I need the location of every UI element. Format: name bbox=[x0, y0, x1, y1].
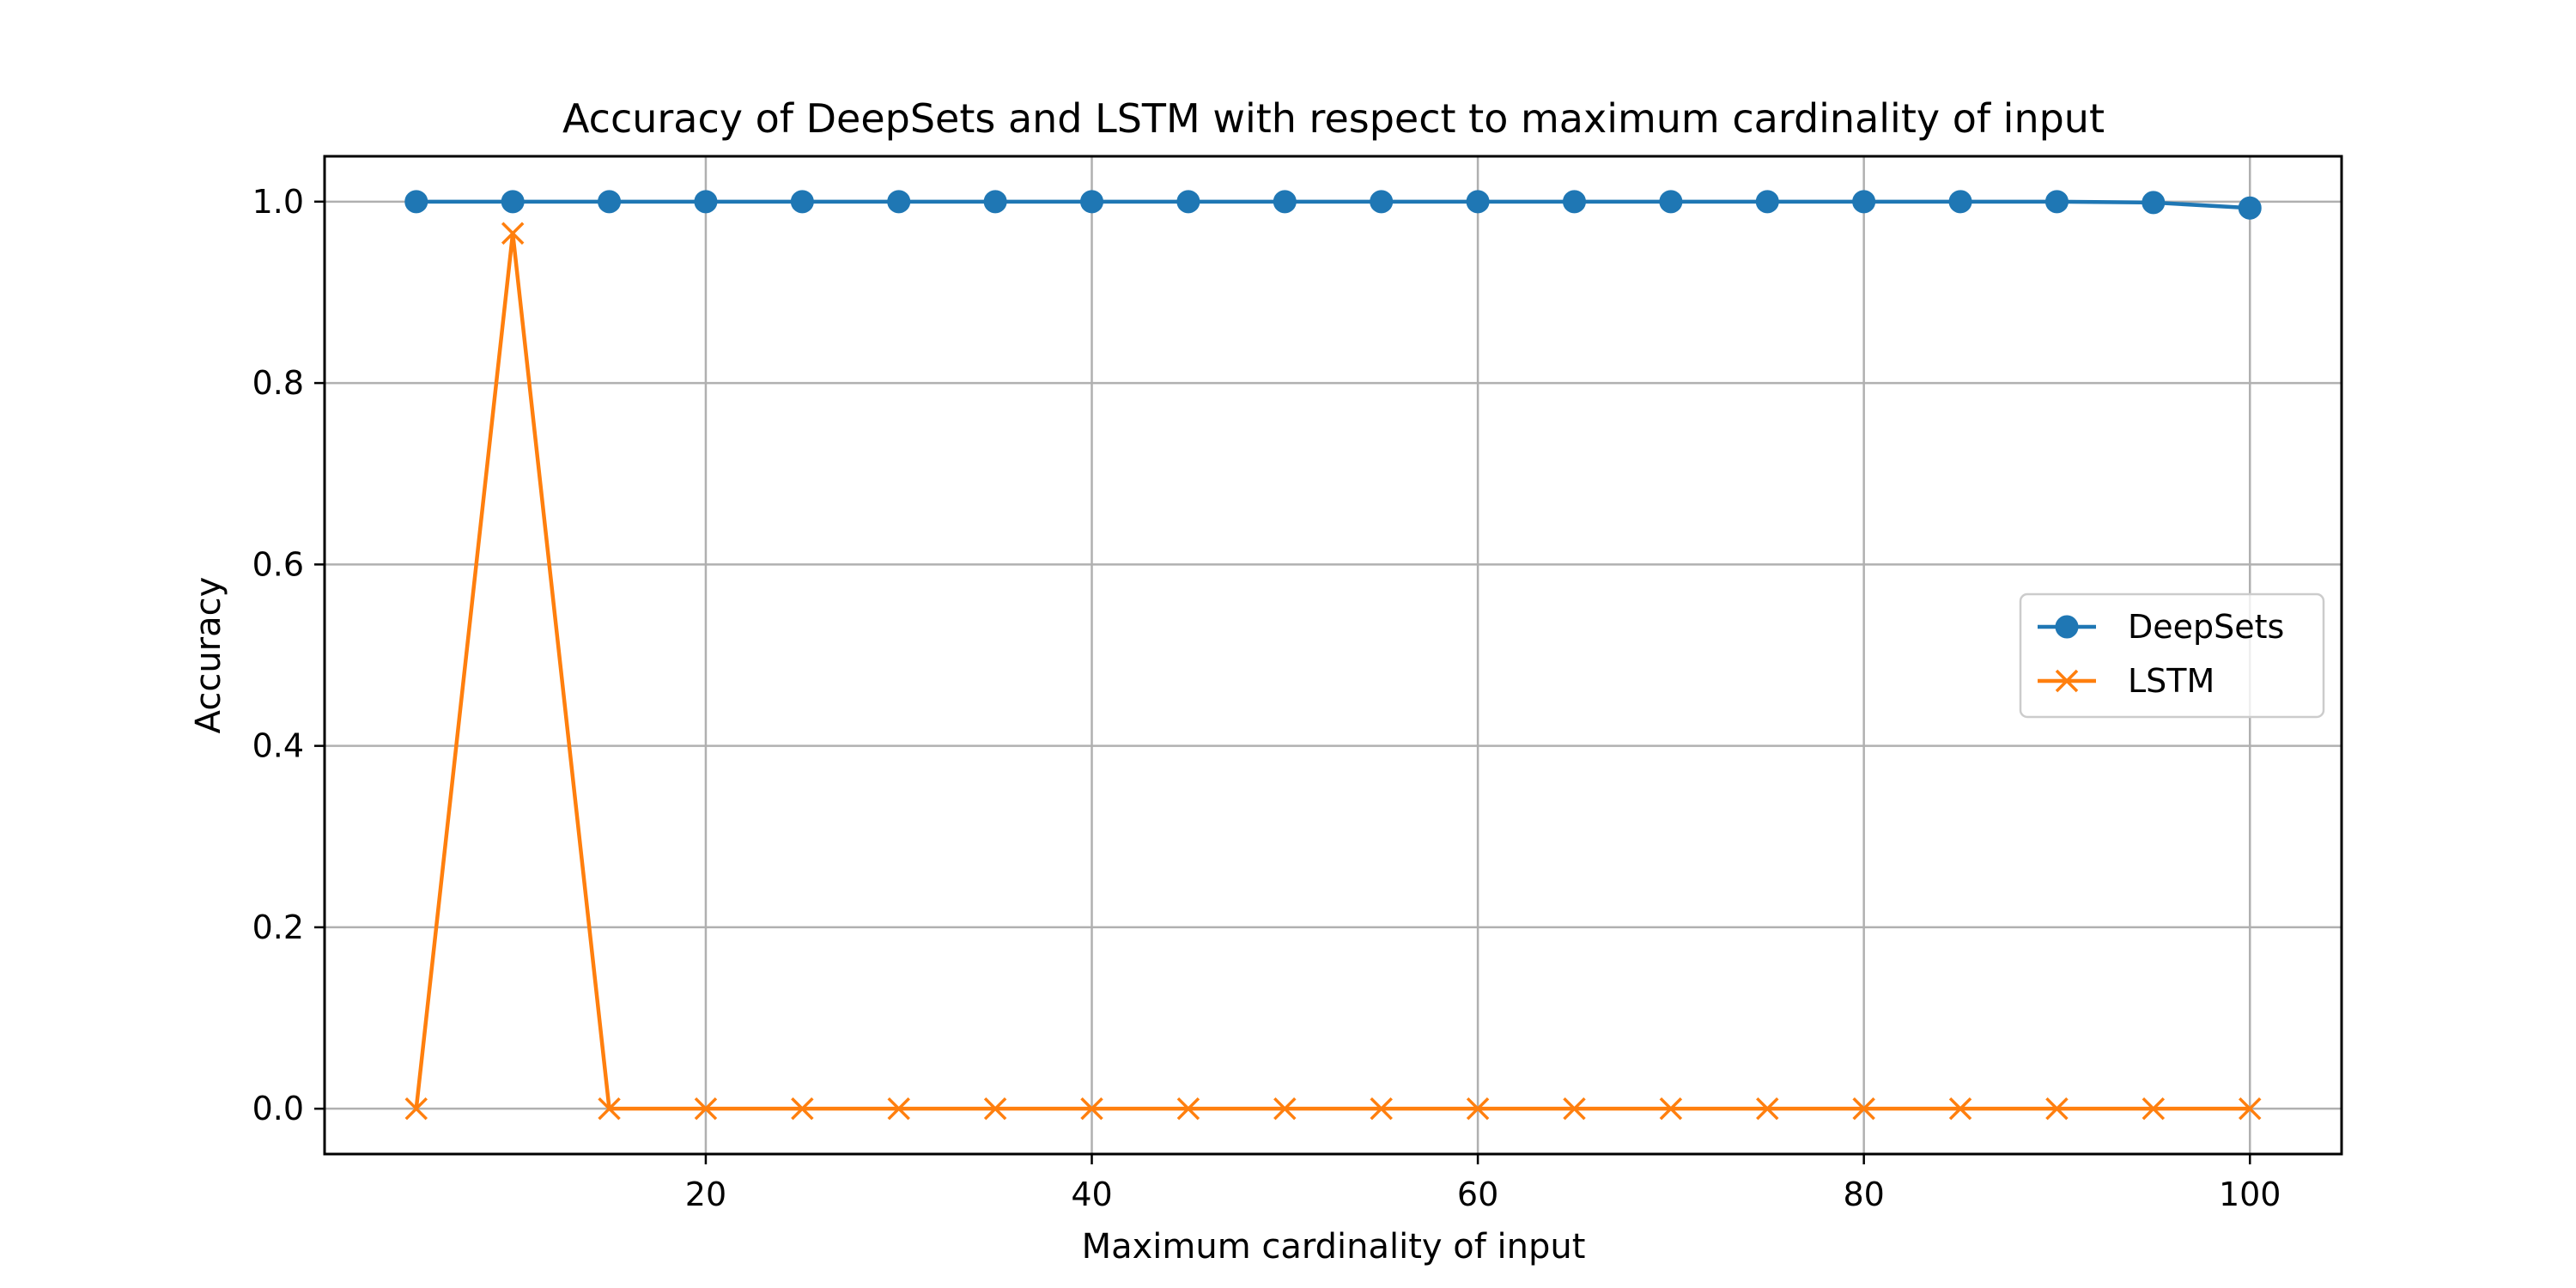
x-tick-label: 60 bbox=[1457, 1176, 1498, 1213]
data-point-deepsets bbox=[1176, 190, 1200, 214]
x-marker-stroke bbox=[2238, 1097, 2262, 1121]
data-point-lstm bbox=[1273, 1097, 1297, 1121]
y-tick-label: 0.2 bbox=[252, 908, 304, 946]
data-point-deepsets bbox=[1948, 190, 1972, 214]
data-point-deepsets bbox=[1273, 190, 1297, 214]
x-marker-stroke bbox=[791, 1097, 814, 1121]
legend-label-lstm: LSTM bbox=[2128, 662, 2215, 700]
data-point-deepsets bbox=[501, 190, 525, 214]
plot-frame bbox=[323, 155, 2343, 1156]
legend-items: DeepSets LSTM bbox=[2038, 608, 2284, 700]
x-marker-stroke bbox=[1176, 1097, 1200, 1121]
data-point-lstm bbox=[1948, 1097, 1972, 1121]
x-axis-label: Maximum cardinality of input bbox=[1082, 1227, 1586, 1267]
x-marker-stroke bbox=[2142, 1097, 2166, 1121]
data-point-lstm bbox=[694, 1097, 718, 1121]
series-deepsets bbox=[404, 190, 2262, 220]
x-tick-label: 80 bbox=[1843, 1176, 1884, 1213]
x-marker-stroke bbox=[1948, 1097, 1972, 1121]
x-marker-stroke bbox=[887, 1097, 910, 1121]
data-point-lstm bbox=[2238, 1097, 2262, 1121]
y-tick-label: 0.8 bbox=[252, 364, 304, 402]
series-lstm bbox=[404, 222, 2262, 1121]
x-marker-stroke bbox=[694, 1097, 718, 1121]
y-tick-label: 0.4 bbox=[252, 727, 304, 765]
x-marker-stroke bbox=[1659, 1097, 1683, 1121]
data-point-deepsets bbox=[790, 190, 814, 214]
x-marker-stroke bbox=[1273, 1097, 1297, 1121]
data-point-lstm bbox=[1370, 1097, 1393, 1121]
x-marker-stroke bbox=[598, 1097, 621, 1121]
legend-marker-lstm bbox=[2055, 669, 2079, 693]
data-point-deepsets bbox=[598, 190, 622, 214]
legend-item-lstm: LSTM bbox=[2038, 662, 2215, 700]
data-point-deepsets bbox=[1659, 190, 1683, 214]
data-point-lstm bbox=[404, 1097, 428, 1121]
x-marker-stroke bbox=[1563, 1097, 1586, 1121]
legend-box bbox=[2019, 592, 2325, 719]
legend-item-deepsets: DeepSets bbox=[2038, 608, 2284, 646]
x-tick-label: 100 bbox=[2219, 1176, 2281, 1213]
data-point-deepsets bbox=[2238, 196, 2262, 220]
data-point-deepsets bbox=[1370, 190, 1394, 214]
x-marker-stroke bbox=[1466, 1097, 1490, 1121]
data-point-deepsets bbox=[2142, 191, 2166, 215]
x-marker-stroke bbox=[2055, 669, 2079, 693]
data-point-deepsets bbox=[1466, 190, 1490, 214]
data-point-lstm bbox=[1080, 1097, 1103, 1121]
x-marker-stroke bbox=[983, 1097, 1007, 1121]
data-point-deepsets bbox=[1755, 190, 1779, 214]
x-marker-stroke bbox=[1370, 1097, 1393, 1121]
x-marker-stroke bbox=[2045, 1097, 2069, 1121]
x-marker-stroke bbox=[501, 222, 525, 246]
x-tick-label: 20 bbox=[685, 1176, 726, 1213]
series-line-deepsets bbox=[416, 199, 2251, 210]
legend-marker-deepsets bbox=[2055, 615, 2079, 639]
data-point-lstm bbox=[1466, 1097, 1490, 1121]
data-point-lstm bbox=[1852, 1097, 1875, 1121]
data-point-deepsets bbox=[1080, 190, 1104, 214]
y-axis-label: Accuracy bbox=[189, 577, 228, 734]
data-point-lstm bbox=[501, 222, 525, 246]
y-tick-label: 1.0 bbox=[252, 183, 304, 221]
data-point-lstm bbox=[983, 1097, 1007, 1121]
data-point-lstm bbox=[1563, 1097, 1586, 1121]
axis-ticks: 20 40 60 80 100 0.0 0.2 0.4 0.6 0.8 1.0 bbox=[252, 183, 2281, 1213]
legend: DeepSets LSTM bbox=[2019, 592, 2325, 719]
data-point-deepsets bbox=[404, 190, 428, 214]
data-point-deepsets bbox=[887, 190, 911, 214]
data-point-lstm bbox=[2142, 1097, 2166, 1121]
x-marker-stroke bbox=[1080, 1097, 1103, 1121]
data-point-deepsets bbox=[983, 190, 1007, 214]
data-point-lstm bbox=[1659, 1097, 1683, 1121]
x-marker-stroke bbox=[1852, 1097, 1875, 1121]
data-point-deepsets bbox=[1852, 190, 1876, 214]
x-marker-stroke bbox=[1756, 1097, 1779, 1121]
series-layer bbox=[404, 190, 2262, 1121]
data-point-lstm bbox=[1756, 1097, 1779, 1121]
data-point-lstm bbox=[2045, 1097, 2069, 1121]
data-point-deepsets bbox=[2044, 190, 2069, 214]
data-point-lstm bbox=[791, 1097, 814, 1121]
data-point-lstm bbox=[1176, 1097, 1200, 1121]
y-tick-label: 0.0 bbox=[252, 1090, 304, 1127]
chart-title: Accuracy of DeepSets and LSTM with respe… bbox=[562, 95, 2105, 142]
data-point-lstm bbox=[598, 1097, 621, 1121]
series-line-lstm bbox=[414, 231, 2251, 1111]
data-point-lstm bbox=[887, 1097, 910, 1121]
data-point-deepsets bbox=[1562, 190, 1586, 214]
y-tick-label: 0.6 bbox=[252, 545, 304, 583]
x-marker-stroke bbox=[404, 1097, 428, 1121]
legend-label-deepsets: DeepSets bbox=[2128, 608, 2284, 646]
x-tick-label: 40 bbox=[1071, 1176, 1112, 1213]
data-point-deepsets bbox=[694, 190, 718, 214]
